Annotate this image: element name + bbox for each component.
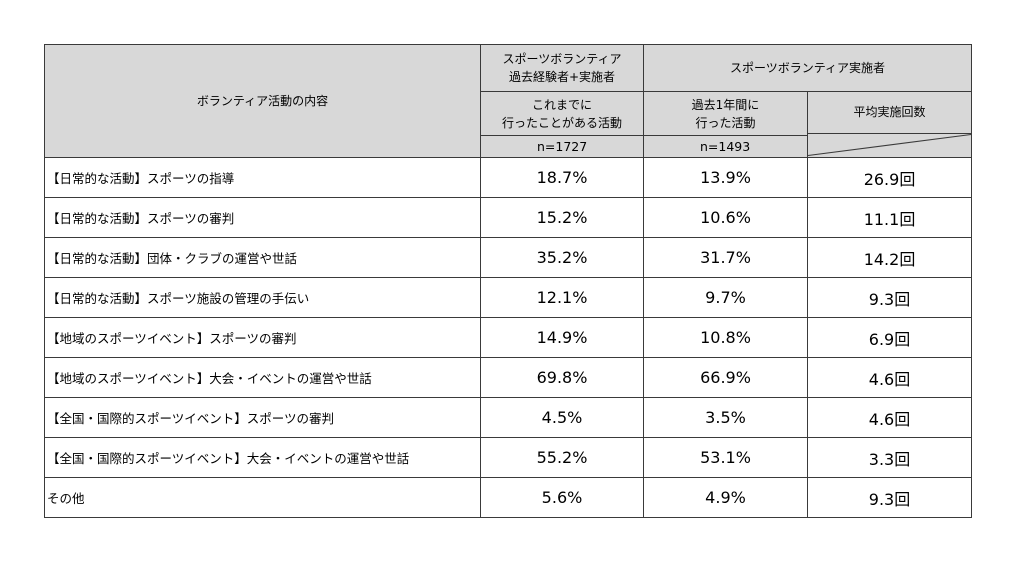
past-experience-rate: 12.1% <box>480 277 644 318</box>
experienced-group-header-line2: 過去経験者+実施者 <box>508 70 616 84</box>
past-year-rate: 13.9% <box>643 157 808 198</box>
past-activity-header-line1: これまでに <box>531 97 592 112</box>
diagonal-slash-icon <box>808 134 971 156</box>
sample-size-past: n=1727 <box>480 135 644 158</box>
past-experience-rate: 18.7% <box>480 157 644 198</box>
average-count: 9.3回 <box>806 277 973 318</box>
activity-label: 【日常的な活動】スポーツの審判 <box>44 197 481 238</box>
average-count: 14.2回 <box>806 237 973 278</box>
average-count-header-label: 平均実施回数 <box>808 93 971 134</box>
past-year-rate: 31.7% <box>643 237 808 278</box>
survey-table: ボランティア活動の内容 スポーツボランティア 過去経験者+実施者 スポーツボラン… <box>44 44 973 518</box>
average-count: 4.6回 <box>806 357 973 398</box>
activity-label: 【地域のスポーツイベント】大会・イベントの運営や世話 <box>44 357 481 398</box>
average-count: 11.1回 <box>806 197 973 238</box>
average-count: 9.3回 <box>806 477 973 518</box>
past-experience-rate: 55.2% <box>480 437 644 478</box>
table-row: 【日常的な活動】スポーツ施設の管理の手伝い 12.1% 9.7% 9.3回 <box>44 277 973 318</box>
table-row: 【地域のスポーツイベント】大会・イベントの運営や世話 69.8% 66.9% 4… <box>44 357 973 398</box>
table-row: 【全国・国際的スポーツイベント】スポーツの審判 4.5% 3.5% 4.6回 <box>44 397 973 438</box>
past-year-header-line1: 過去1年間に <box>691 97 760 112</box>
past-experience-rate: 35.2% <box>480 237 644 278</box>
past-year-rate: 66.9% <box>643 357 808 398</box>
diagonal-slash-cell <box>808 134 971 156</box>
past-year-rate: 3.5% <box>643 397 808 438</box>
table-row: 【全国・国際的スポーツイベント】大会・イベントの運営や世話 55.2% 53.1… <box>44 437 973 478</box>
past-year-rate: 10.6% <box>643 197 808 238</box>
past-year-rate: 9.7% <box>643 277 808 318</box>
past-activity-column-header: これまでに 行ったことがある活動 <box>480 91 644 136</box>
average-count: 6.9回 <box>806 317 973 358</box>
past-year-rate: 10.8% <box>643 317 808 358</box>
experienced-group-header: スポーツボランティア 過去経験者+実施者 <box>480 44 644 92</box>
table-row: 【日常的な活動】スポーツの指導 18.7% 13.9% 26.9回 <box>44 157 973 198</box>
past-experience-rate: 14.9% <box>480 317 644 358</box>
past-year-rate: 53.1% <box>643 437 808 478</box>
experienced-group-header-line1: スポーツボランティア <box>502 52 622 66</box>
activity-column-header-label: ボランティア活動の内容 <box>196 94 329 108</box>
activity-label: 【全国・国際的スポーツイベント】大会・イベントの運営や世話 <box>44 437 481 478</box>
average-count: 26.9回 <box>806 157 973 198</box>
past-experience-rate: 5.6% <box>480 477 644 518</box>
past-year-column-header: 過去1年間に 行った活動 <box>643 91 808 136</box>
activity-label: 【日常的な活動】団体・クラブの運営や世話 <box>44 237 481 278</box>
average-count-column-header: 平均実施回数 <box>806 91 973 158</box>
activity-label: 【全国・国際的スポーツイベント】スポーツの審判 <box>44 397 481 438</box>
activity-label: 【日常的な活動】スポーツ施設の管理の手伝い <box>44 277 481 318</box>
past-activity-header-line2: 行ったことがある活動 <box>501 115 622 130</box>
table-row: 【日常的な活動】団体・クラブの運営や世話 35.2% 31.7% 14.2回 <box>44 237 973 278</box>
activity-label: 【日常的な活動】スポーツの指導 <box>44 157 481 198</box>
table-row: 【地域のスポーツイベント】スポーツの審判 14.9% 10.8% 6.9回 <box>44 317 973 358</box>
activity-column-header: ボランティア活動の内容 <box>44 44 481 158</box>
past-year-header-line2: 行った活動 <box>695 115 756 130</box>
average-count: 3.3回 <box>806 437 973 478</box>
activity-label: その他 <box>44 477 481 518</box>
past-experience-rate: 69.8% <box>480 357 644 398</box>
sample-size-year: n=1493 <box>643 135 808 158</box>
table-row: 【日常的な活動】スポーツの審判 15.2% 10.6% 11.1回 <box>44 197 973 238</box>
past-experience-rate: 4.5% <box>480 397 644 438</box>
activity-label: 【地域のスポーツイベント】スポーツの審判 <box>44 317 481 358</box>
current-volunteer-group-header: スポーツボランティア実施者 <box>642 44 973 92</box>
past-year-rate: 4.9% <box>643 477 808 518</box>
current-volunteer-group-header-label: スポーツボランティア実施者 <box>729 61 886 75</box>
average-count: 4.6回 <box>806 397 973 438</box>
past-experience-rate: 15.2% <box>480 197 644 238</box>
table-row: その他 5.6% 4.9% 9.3回 <box>44 477 973 518</box>
